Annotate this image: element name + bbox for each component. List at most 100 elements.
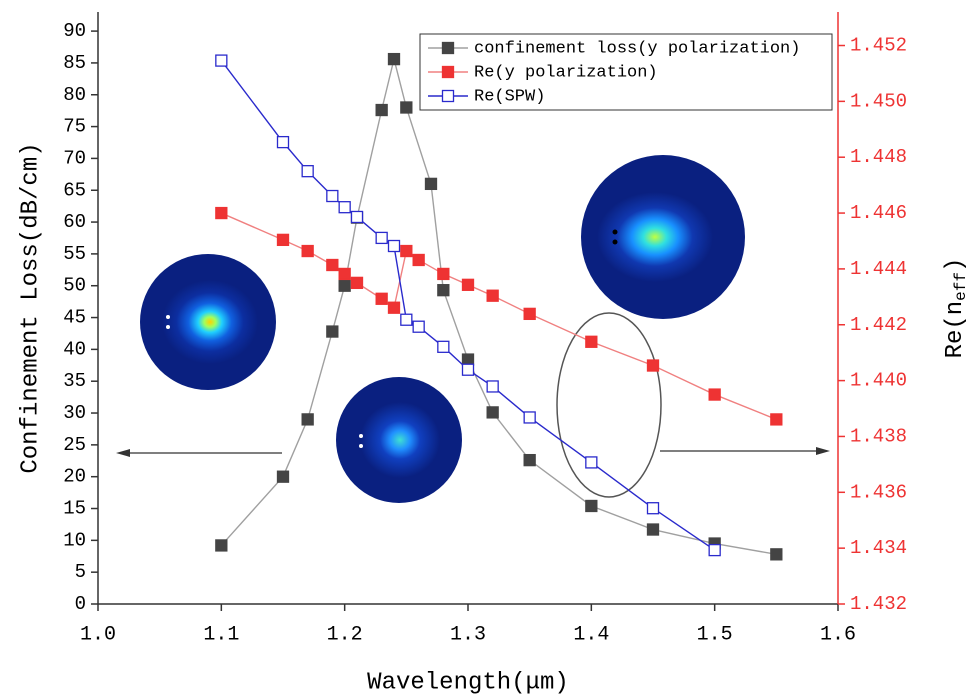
x-tick-label: 1.0 bbox=[80, 623, 116, 646]
y2-label-part: ) bbox=[942, 258, 969, 272]
y-tick-label: 30 bbox=[63, 402, 86, 424]
y2-tick-label: 1.440 bbox=[850, 370, 907, 392]
arrowhead bbox=[116, 449, 130, 457]
marker bbox=[387, 52, 401, 66]
marker bbox=[770, 413, 783, 426]
y2-tick-label: 1.432 bbox=[850, 593, 907, 615]
marker bbox=[708, 543, 721, 557]
legend-marker bbox=[441, 65, 455, 79]
mode-spot bbox=[612, 239, 618, 245]
mode-spot bbox=[359, 444, 363, 448]
marker bbox=[486, 380, 499, 393]
y-axis-label: Confinement Loss(dB/cm) bbox=[17, 142, 44, 473]
marker bbox=[437, 267, 450, 281]
marker bbox=[301, 413, 314, 426]
y-tick-label: 85 bbox=[63, 52, 86, 74]
y-tick-label: 0 bbox=[75, 593, 86, 615]
marker bbox=[585, 456, 598, 469]
marker bbox=[437, 284, 450, 297]
marker bbox=[486, 289, 499, 302]
x-tick-label: 1.5 bbox=[697, 623, 733, 646]
y2-tick-label: 1.446 bbox=[850, 202, 907, 224]
legend-label: Re(SPW) bbox=[474, 87, 545, 106]
marker bbox=[350, 276, 364, 290]
mode-field bbox=[360, 402, 440, 478]
marker bbox=[338, 279, 351, 292]
y-tick-label: 10 bbox=[63, 529, 86, 551]
y-tick-label: 20 bbox=[63, 466, 86, 488]
arrowhead bbox=[816, 447, 830, 455]
y2-label-part: Re(n bbox=[942, 301, 969, 359]
marker bbox=[387, 239, 401, 253]
marker bbox=[301, 165, 314, 178]
marker bbox=[646, 359, 660, 372]
mode-spot bbox=[166, 315, 170, 319]
x-tick-label: 1.3 bbox=[450, 623, 486, 646]
y-tick-label: 55 bbox=[63, 243, 86, 265]
legend-label: confinement loss(y polarization) bbox=[474, 39, 800, 58]
marker bbox=[585, 499, 598, 513]
marker bbox=[424, 177, 438, 191]
marker bbox=[646, 502, 660, 515]
marker bbox=[387, 301, 401, 314]
mode-field bbox=[162, 280, 258, 364]
marker bbox=[400, 313, 413, 326]
marker bbox=[276, 470, 290, 483]
y2-tick-label: 1.434 bbox=[850, 537, 907, 559]
y2-tick-label: 1.452 bbox=[850, 35, 907, 57]
marker bbox=[523, 411, 536, 424]
legend-marker bbox=[441, 89, 455, 103]
marker bbox=[412, 253, 425, 267]
y2-tick-label: 1.436 bbox=[850, 481, 907, 503]
y-tick-label: 45 bbox=[63, 307, 86, 329]
marker bbox=[326, 189, 339, 203]
marker bbox=[338, 267, 351, 281]
marker bbox=[461, 363, 475, 376]
marker bbox=[276, 233, 290, 247]
marker bbox=[486, 406, 499, 419]
y-tick-label: 15 bbox=[63, 498, 86, 520]
x-axis-label: Wavelength(μm) bbox=[367, 669, 569, 696]
marker bbox=[326, 325, 339, 338]
y2-tick-label: 1.450 bbox=[850, 90, 907, 112]
marker bbox=[461, 278, 475, 291]
mode-spot bbox=[359, 434, 363, 438]
y-tick-label: 35 bbox=[63, 370, 86, 392]
y2-tick-label: 1.442 bbox=[850, 314, 907, 336]
marker bbox=[646, 523, 660, 536]
x-tick-label: 1.4 bbox=[573, 623, 609, 646]
marker bbox=[350, 210, 364, 224]
x-tick-label: 1.6 bbox=[820, 623, 856, 646]
legend-marker bbox=[441, 41, 455, 55]
marker bbox=[215, 54, 228, 67]
y-tick-label: 65 bbox=[63, 179, 86, 201]
marker bbox=[375, 231, 388, 245]
mode-spot bbox=[612, 229, 618, 235]
y-tick-label: 70 bbox=[63, 147, 86, 169]
marker bbox=[770, 548, 783, 561]
marker bbox=[708, 388, 721, 401]
marker bbox=[326, 258, 339, 272]
mode-images bbox=[140, 155, 745, 503]
y2-tick-label: 1.444 bbox=[850, 258, 907, 280]
y2-tick-label: 1.448 bbox=[850, 146, 907, 168]
y-tick-label: 60 bbox=[63, 211, 86, 233]
mode-spot bbox=[166, 325, 170, 329]
legend bbox=[419, 33, 833, 111]
x-tick-label: 1.2 bbox=[327, 623, 363, 646]
y-tick-label: 50 bbox=[63, 275, 86, 297]
marker bbox=[301, 244, 314, 258]
x-tick-label: 1.1 bbox=[203, 623, 239, 646]
marker bbox=[375, 292, 388, 305]
marker bbox=[400, 244, 413, 258]
marker bbox=[375, 103, 388, 117]
marker bbox=[338, 201, 351, 214]
y-tick-label: 40 bbox=[63, 338, 86, 360]
y2-axis-label: Re(neff) bbox=[942, 258, 970, 359]
marker bbox=[400, 101, 413, 114]
marker bbox=[461, 353, 475, 366]
y2-label-sub: eff bbox=[952, 272, 970, 301]
marker bbox=[523, 307, 536, 321]
highlight-ellipse bbox=[556, 312, 662, 498]
